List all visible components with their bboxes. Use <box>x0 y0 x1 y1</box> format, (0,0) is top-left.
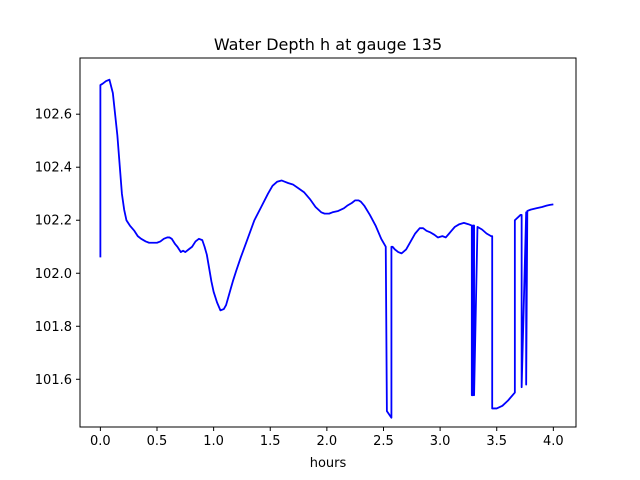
x-tick-label: 1.5 <box>260 434 281 449</box>
plot-area <box>99 78 554 419</box>
x-tick-label: 3.5 <box>486 434 507 449</box>
x-axis-label: hours <box>310 456 347 471</box>
y-tick-label: 102.0 <box>35 267 72 282</box>
x-tick-label: 3.0 <box>430 434 451 449</box>
y-tick-label: 102.2 <box>35 214 72 229</box>
y-axis: 101.6 101.8 102.0 102.2 102.4 102.6 <box>35 108 80 388</box>
y-tick-label: 101.6 <box>35 373 72 388</box>
x-tick-label: 2.5 <box>373 434 394 449</box>
x-tick-label: 4.0 <box>543 434 564 449</box>
axes-frame <box>79 57 577 428</box>
x-tick-label: 2.0 <box>317 434 338 449</box>
x-tick-label: 0.0 <box>90 434 111 449</box>
chart-title: Water Depth h at gauge 135 <box>214 35 442 54</box>
series-line-0 <box>99 78 554 419</box>
x-tick-label: 0.5 <box>147 434 168 449</box>
x-tick-label: 1.0 <box>203 434 224 449</box>
y-tick-label: 102.6 <box>35 108 72 123</box>
x-axis: 0.0 0.5 1.0 1.5 2.0 2.5 3.0 3.5 4.0 <box>90 427 564 449</box>
y-tick-label: 102.4 <box>35 161 72 176</box>
y-tick-label: 101.8 <box>35 320 72 335</box>
